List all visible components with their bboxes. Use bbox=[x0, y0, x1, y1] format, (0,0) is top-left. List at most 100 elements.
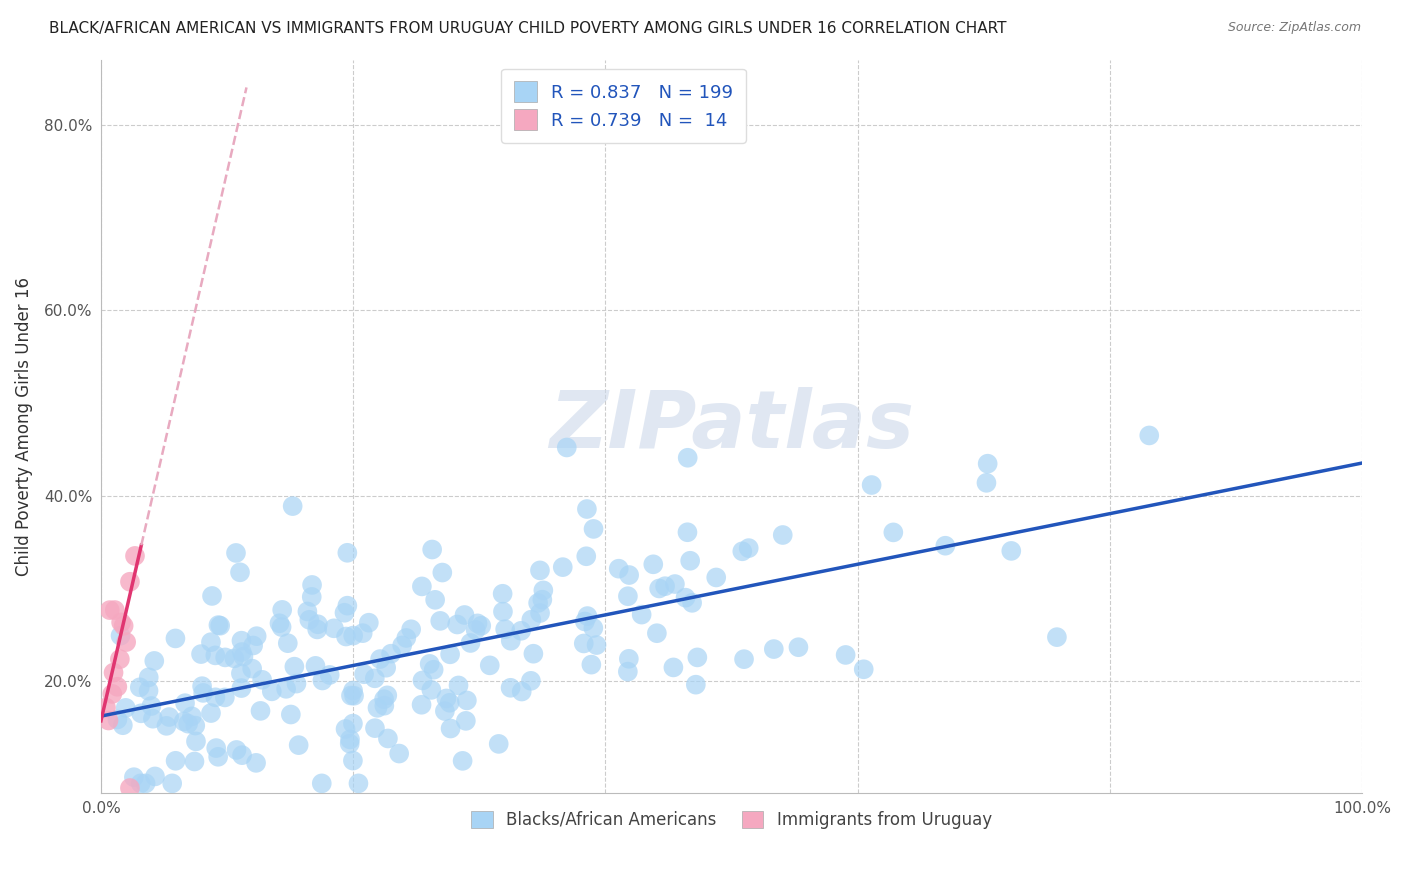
Point bbox=[1137, 428, 1160, 442]
Point bbox=[439, 648, 461, 662]
Point bbox=[214, 650, 236, 665]
Point bbox=[165, 754, 187, 768]
Point bbox=[499, 681, 522, 695]
Point bbox=[373, 692, 395, 706]
Point bbox=[301, 578, 323, 592]
Point bbox=[177, 716, 200, 731]
Point bbox=[200, 635, 222, 649]
Point bbox=[249, 704, 271, 718]
Point bbox=[190, 647, 212, 661]
Point bbox=[617, 568, 640, 582]
Point bbox=[276, 681, 298, 696]
Text: ZIPatlas: ZIPatlas bbox=[548, 387, 914, 465]
Point bbox=[183, 755, 205, 769]
Point bbox=[231, 633, 253, 648]
Point bbox=[271, 603, 294, 617]
Point bbox=[114, 701, 136, 715]
Point bbox=[373, 698, 395, 713]
Point bbox=[304, 658, 326, 673]
Point bbox=[165, 632, 187, 646]
Point bbox=[287, 738, 309, 752]
Point bbox=[118, 574, 141, 589]
Point bbox=[681, 596, 703, 610]
Point bbox=[311, 776, 333, 790]
Point bbox=[112, 619, 135, 633]
Point bbox=[143, 769, 166, 783]
Point bbox=[488, 737, 510, 751]
Point bbox=[225, 743, 247, 757]
Point bbox=[643, 558, 665, 572]
Point bbox=[375, 661, 398, 675]
Point bbox=[685, 678, 707, 692]
Point bbox=[269, 616, 291, 631]
Point bbox=[207, 749, 229, 764]
Point bbox=[645, 626, 668, 640]
Point bbox=[704, 570, 727, 584]
Point bbox=[447, 678, 470, 692]
Point bbox=[432, 566, 454, 580]
Point bbox=[318, 668, 340, 682]
Point bbox=[460, 636, 482, 650]
Point bbox=[209, 618, 232, 632]
Point bbox=[572, 636, 595, 650]
Point bbox=[787, 640, 810, 655]
Point bbox=[103, 665, 125, 680]
Point bbox=[339, 732, 361, 747]
Point bbox=[157, 710, 180, 724]
Point bbox=[191, 679, 214, 693]
Point bbox=[1000, 544, 1022, 558]
Point bbox=[173, 714, 195, 729]
Point bbox=[285, 676, 308, 690]
Point bbox=[419, 657, 441, 671]
Point bbox=[433, 704, 456, 718]
Point bbox=[531, 583, 554, 598]
Point bbox=[129, 706, 152, 721]
Point bbox=[160, 776, 183, 790]
Point bbox=[976, 457, 998, 471]
Point bbox=[679, 554, 702, 568]
Point bbox=[155, 719, 177, 733]
Point bbox=[617, 589, 640, 603]
Point bbox=[451, 754, 474, 768]
Point bbox=[231, 748, 253, 763]
Point bbox=[342, 629, 364, 643]
Point bbox=[353, 667, 375, 681]
Point bbox=[574, 615, 596, 629]
Point bbox=[342, 683, 364, 698]
Point bbox=[585, 638, 607, 652]
Point bbox=[250, 673, 273, 687]
Point bbox=[364, 671, 387, 685]
Point bbox=[128, 681, 150, 695]
Point bbox=[522, 647, 544, 661]
Point bbox=[201, 589, 224, 603]
Point bbox=[1046, 630, 1069, 644]
Point bbox=[464, 623, 486, 637]
Point bbox=[205, 741, 228, 756]
Point bbox=[94, 700, 117, 714]
Point bbox=[582, 621, 605, 635]
Point bbox=[277, 636, 299, 650]
Point bbox=[391, 639, 413, 653]
Point bbox=[105, 680, 128, 694]
Point bbox=[180, 709, 202, 723]
Point bbox=[366, 701, 388, 715]
Point bbox=[434, 691, 457, 706]
Point bbox=[143, 654, 166, 668]
Point bbox=[762, 642, 785, 657]
Point bbox=[860, 478, 883, 492]
Point bbox=[101, 687, 124, 701]
Point bbox=[662, 660, 685, 674]
Point bbox=[731, 544, 754, 558]
Point bbox=[675, 591, 697, 605]
Point bbox=[423, 592, 446, 607]
Point bbox=[333, 606, 356, 620]
Point bbox=[335, 722, 357, 736]
Point bbox=[375, 689, 398, 703]
Point bbox=[834, 648, 856, 662]
Point bbox=[664, 577, 686, 591]
Point bbox=[456, 693, 478, 707]
Point bbox=[246, 629, 269, 643]
Point bbox=[352, 626, 374, 640]
Point bbox=[581, 657, 603, 672]
Point bbox=[193, 686, 215, 700]
